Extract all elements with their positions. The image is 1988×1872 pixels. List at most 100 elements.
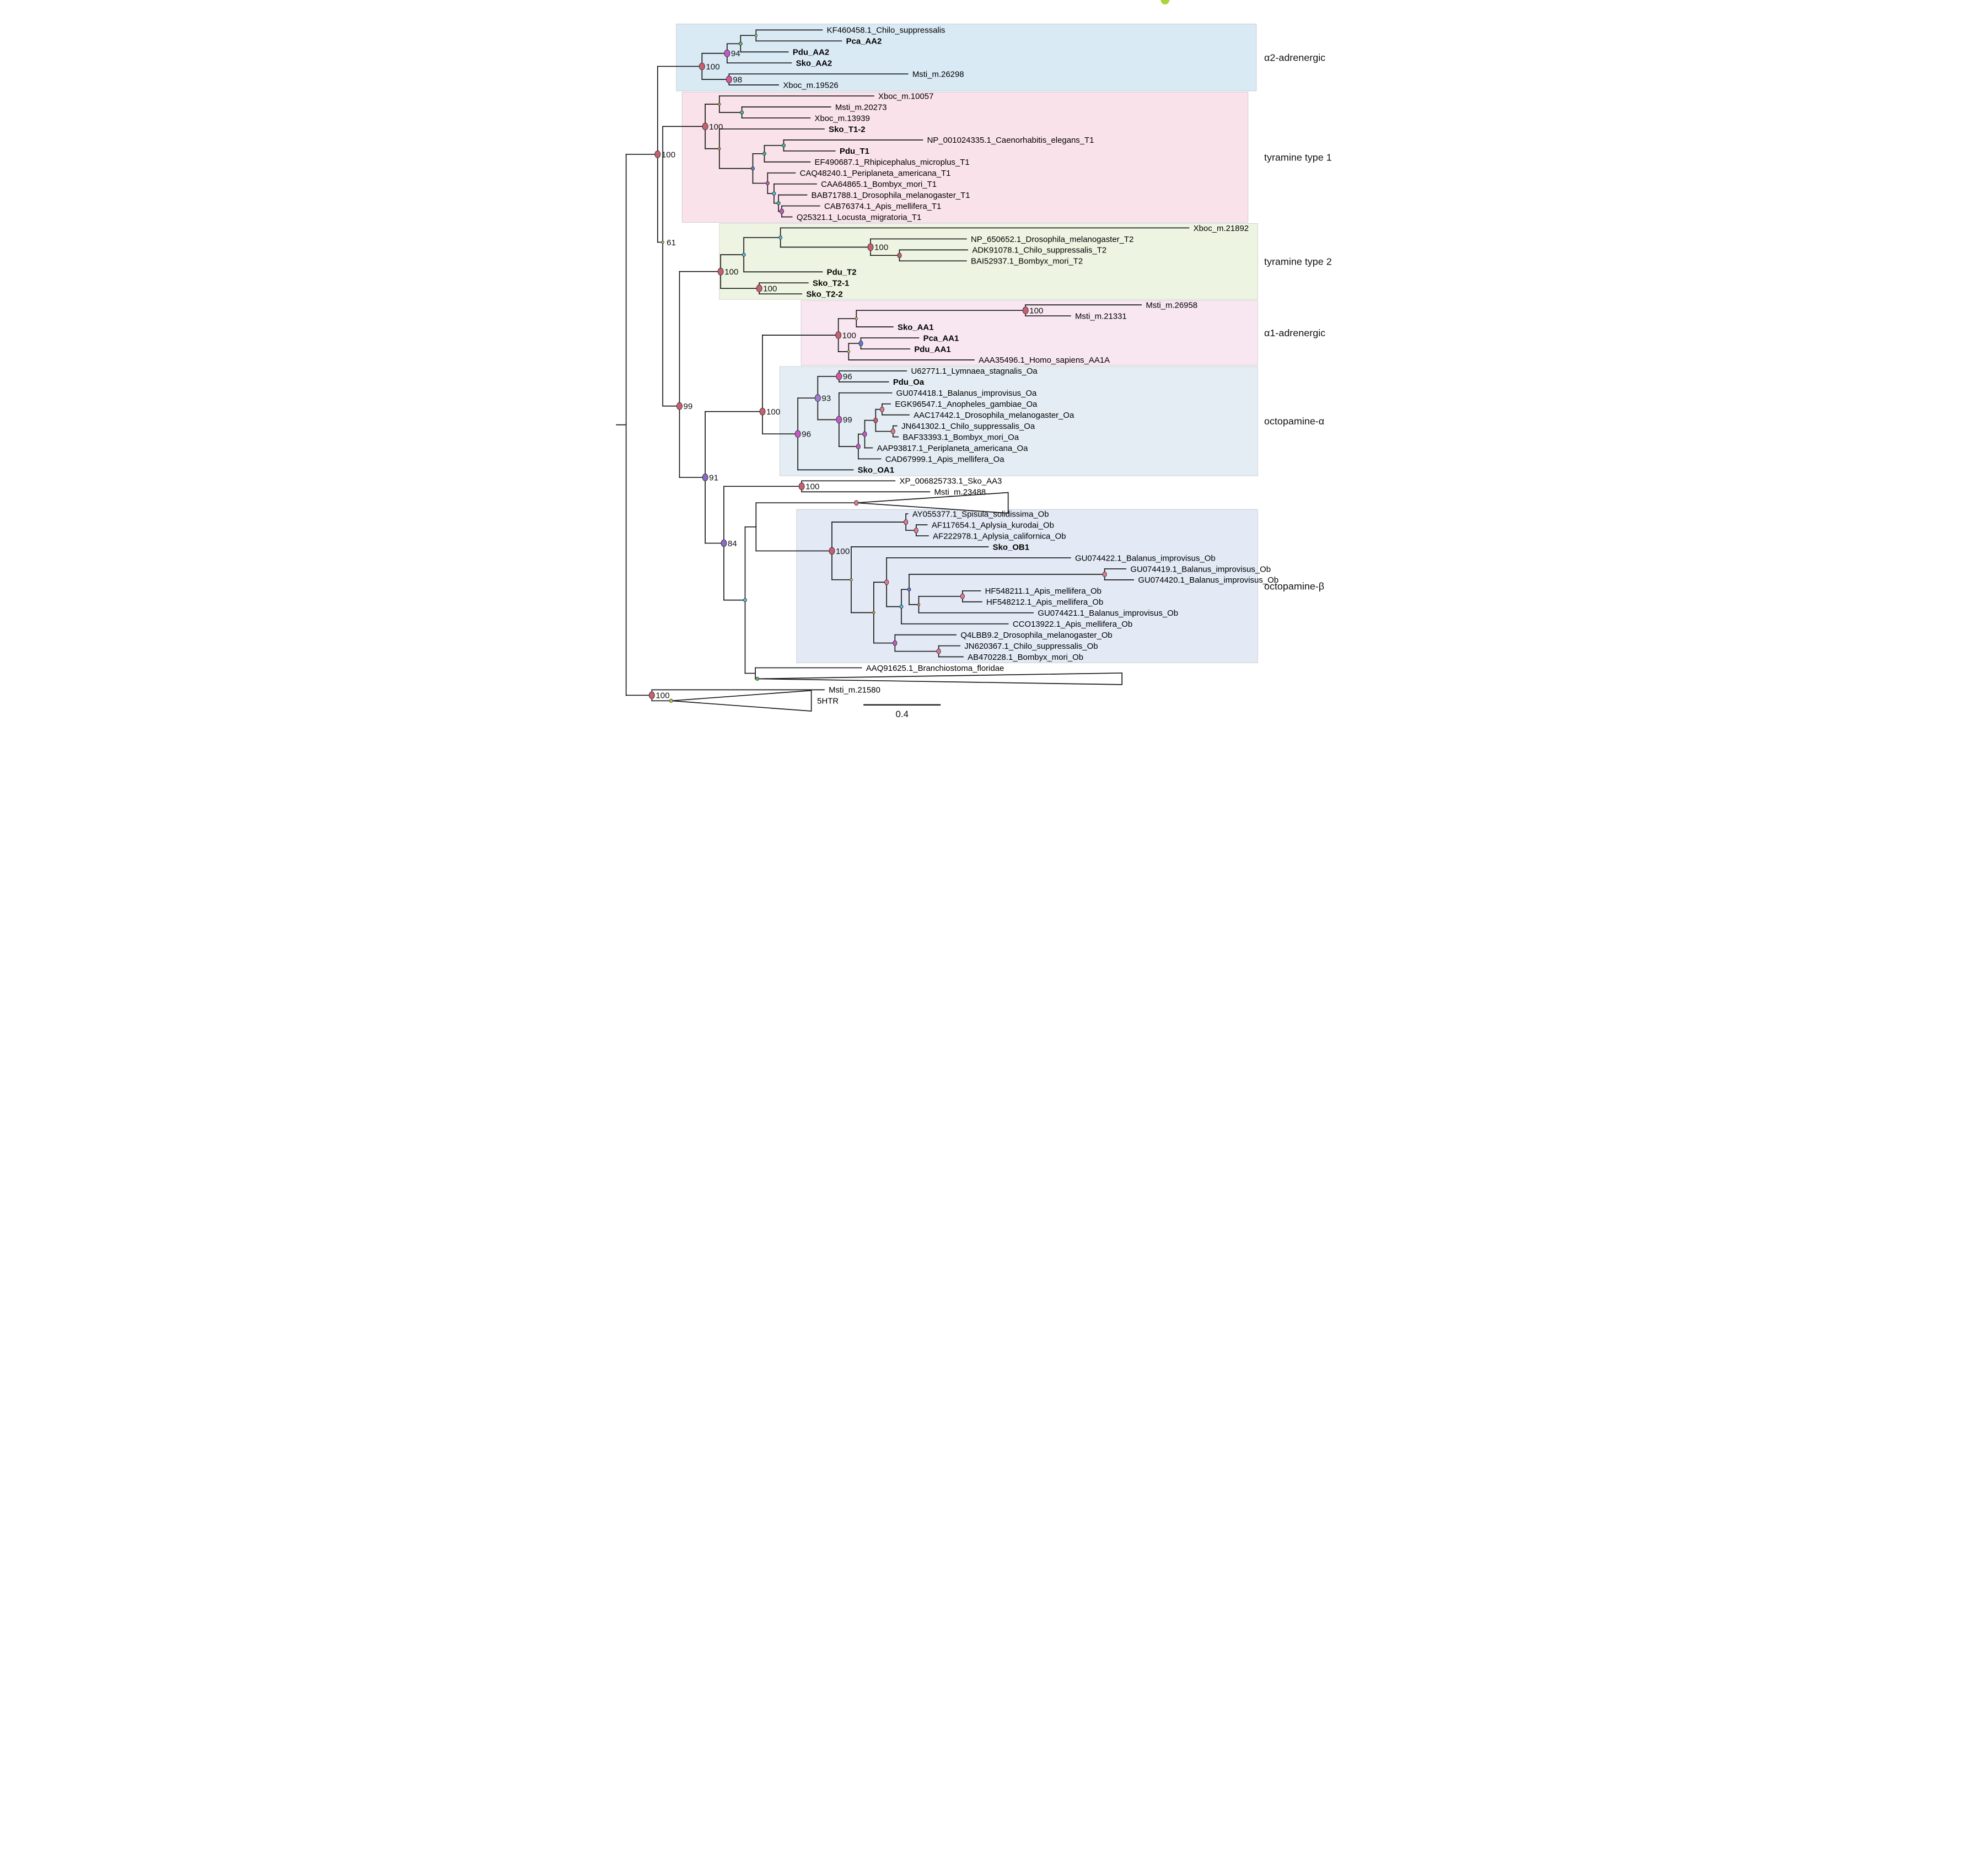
taxon-label: BAI52937.1_Bombyx_mori_T2 — [971, 257, 1083, 266]
collapsed-clade-triangle — [671, 690, 812, 712]
taxon-label: Pca_AA1 — [923, 333, 959, 343]
node-support-dot — [904, 519, 909, 525]
taxon-label: Msti_m.21580 — [829, 686, 880, 695]
taxon-label: AF117654.1_Aplysia_kurodai_Ob — [932, 520, 1054, 530]
node-support-dot — [836, 416, 842, 424]
support-value: 100 — [1029, 306, 1043, 315]
node-support-dot — [1022, 306, 1029, 314]
support-value: 100 — [724, 267, 738, 277]
taxon-label: CAA64865.1_Bombyx_mori_T1 — [821, 180, 937, 189]
node-support-dot — [738, 41, 743, 46]
node-support-dot — [699, 62, 705, 71]
taxon-label: BAF33393.1_Bombyx_mori_Oa — [902, 433, 1019, 442]
taxon-label: AB470228.1_Bombyx_mori_Ob — [968, 653, 1083, 662]
node-support-dot — [751, 166, 755, 171]
taxon-label: Msti_m.21331 — [1075, 311, 1127, 321]
node-support-dot — [847, 350, 851, 353]
node-support-dot — [855, 317, 858, 320]
node-support-dot — [755, 676, 760, 681]
taxon-label: Q25321.1_Locusta_migratoria_T1 — [797, 213, 921, 222]
node-support-dot — [794, 430, 801, 438]
node-support-dot — [776, 201, 781, 206]
support-value: 100 — [766, 407, 780, 417]
clade-label-5: octopamine-β — [1264, 580, 1324, 591]
taxon-label: Pdu_AA1 — [914, 345, 950, 354]
support-value: 94 — [731, 49, 740, 58]
support-value: 99 — [684, 402, 693, 411]
taxon-label: AAC17442.1_Drosophila_melanogaster_Oa — [914, 411, 1074, 420]
node-support-dot — [759, 407, 766, 416]
taxon-label: CAD67999.1_Apis_mellifera_Oa — [885, 455, 1004, 464]
clade-box-0 — [676, 23, 1257, 92]
taxon-label: Xboc_m.21892 — [1194, 224, 1249, 233]
clade-label-2: tyramine type 2 — [1264, 256, 1332, 267]
support-value: 100 — [655, 691, 669, 701]
collapsed-clade-triangle — [757, 673, 1123, 685]
node-support-dot — [907, 587, 911, 591]
node-support-dot — [765, 181, 770, 185]
node-support-dot — [742, 252, 746, 257]
taxon-label: GU074422.1_Balanus_improvisus_Ob — [1075, 553, 1216, 563]
support-value: 100 — [842, 331, 856, 340]
taxon-label: AY055377.1_Spisula_solidissima_Ob — [912, 510, 1049, 519]
taxon-label: GU074420.1_Balanus_improvisus_Ob — [1138, 575, 1278, 585]
taxon-label: Xboc_m.19526 — [783, 80, 838, 90]
support-value: 61 — [667, 238, 676, 248]
node-support-dot — [718, 103, 721, 106]
node-support-dot — [782, 143, 786, 148]
taxon-label: JN620367.1_Chilo_suppressalis_Ob — [964, 642, 1098, 651]
taxon-label: 5HTR — [817, 697, 839, 706]
taxon-label: Msti_m.23488 — [934, 488, 986, 497]
stray-green-mark — [1160, 0, 1170, 5]
taxon-label: Sko_OB1 — [993, 542, 1029, 552]
node-support-dot — [754, 34, 758, 37]
taxon-label: NP_650652.1_Drosophila_melanogaster_T2 — [971, 235, 1133, 244]
node-support-dot — [890, 428, 895, 434]
node-support-dot — [648, 691, 655, 700]
node-support-dot — [814, 394, 821, 402]
node-support-dot — [762, 152, 767, 156]
taxon-label: Pdu_T1 — [840, 147, 869, 156]
support-value: 93 — [821, 394, 831, 403]
taxon-label: Xboc_m.10057 — [878, 92, 933, 101]
node-dots-layer — [648, 0, 1170, 703]
support-value: 100 — [763, 284, 777, 294]
node-support-dot — [717, 267, 724, 276]
node-support-dot — [772, 191, 776, 196]
taxon-label: XP_006825733.1_Sko_AA3 — [900, 477, 1002, 486]
support-value: 91 — [709, 473, 718, 482]
taxon-label: GU074418.1_Balanus_improvisus_Oa — [896, 389, 1037, 398]
taxon-label: CAB76374.1_Apis_mellifera_T1 — [824, 202, 941, 211]
node-support-dot — [702, 122, 708, 131]
node-support-dot — [836, 372, 842, 380]
taxon-label: ADK91078.1_Chilo_suppressalis_T2 — [972, 246, 1106, 255]
node-support-dot — [879, 406, 885, 412]
support-value: 96 — [843, 372, 852, 381]
taxon-label: Pdu_Oa — [893, 378, 925, 387]
node-support-dot — [960, 593, 965, 599]
node-support-dot — [835, 331, 842, 339]
node-support-dot — [778, 235, 783, 240]
node-support-dot — [914, 528, 918, 534]
node-support-dot — [756, 284, 762, 293]
taxon-label: GU074419.1_Balanus_improvisus_Ob — [1130, 564, 1271, 574]
taxon-label: Pdu_AA2 — [793, 48, 829, 57]
node-support-dot — [740, 110, 744, 115]
taxon-label: AF222978.1_Aplysia_californica_Ob — [933, 531, 1066, 541]
node-support-dot — [702, 474, 708, 481]
taxon-label: Q4LBB9.2_Drosophila_melanogaster_Ob — [960, 631, 1112, 640]
node-support-dot — [899, 604, 904, 609]
node-support-dot — [718, 147, 721, 150]
taxon-label: AAA35496.1_Homo_sapiens_AA1A — [979, 356, 1110, 365]
clade-box-3 — [800, 300, 1258, 366]
taxon-label: AAQ91625.1_Branchiostoma_floridae — [866, 664, 1004, 673]
support-value: 100 — [706, 62, 719, 72]
taxon-label: Sko_AA1 — [898, 322, 934, 332]
labels-layer: α2-adrenergic tyramine type 1 tyramine typ… — [655, 26, 1331, 719]
node-support-dot — [936, 648, 941, 654]
node-support-dot — [850, 578, 853, 582]
scale-bar-label: 0.4 — [896, 709, 909, 719]
node-support-dot — [669, 698, 673, 703]
taxon-label: CCO13922.1_Apis_mellifera_Ob — [1013, 620, 1132, 629]
clade-label-1: tyramine type 1 — [1264, 152, 1332, 163]
